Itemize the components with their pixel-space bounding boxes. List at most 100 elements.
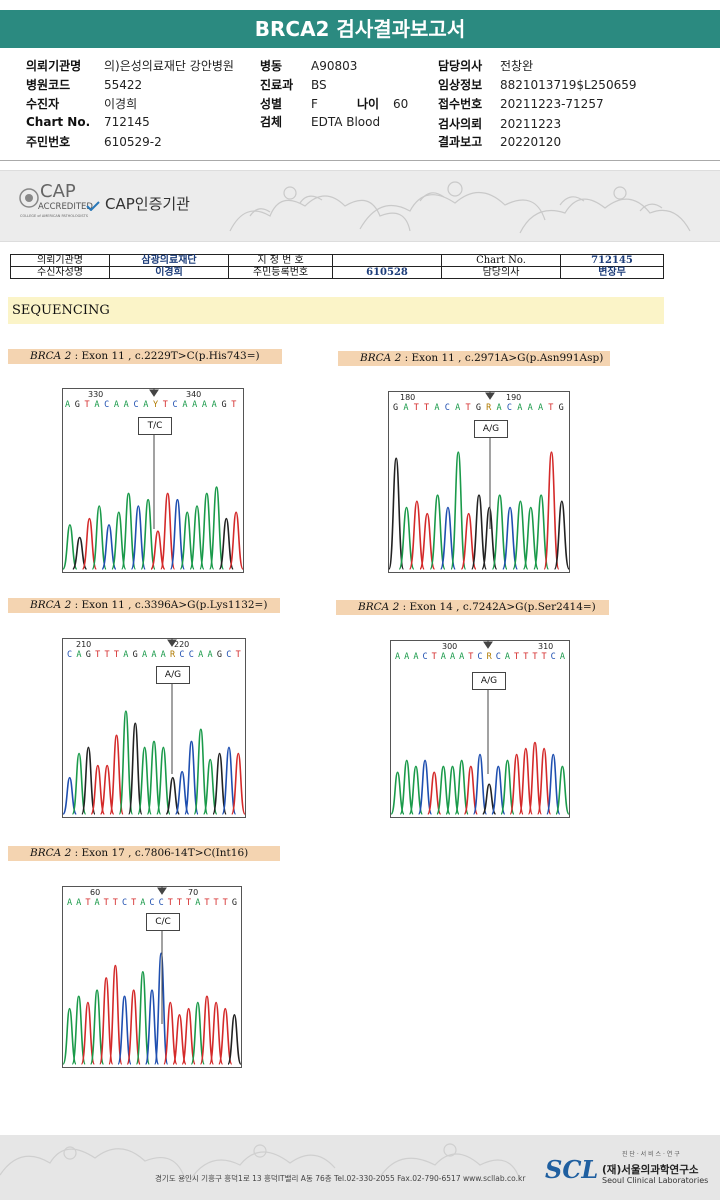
variant-desc: : Exon 14 , c.7242A>G(p.Ser2414=) bbox=[399, 601, 596, 613]
base-letter: G bbox=[221, 400, 228, 410]
doctor-value: 전창완 bbox=[500, 59, 534, 73]
trace-peak bbox=[212, 752, 227, 815]
hospital-code-value: 55422 bbox=[104, 78, 143, 92]
trace-plot bbox=[62, 886, 242, 1068]
request-date-value: 20211223 bbox=[500, 117, 562, 131]
base-letter: C bbox=[172, 400, 179, 410]
base-letter: T bbox=[431, 652, 438, 662]
report-date-value: 20220120 bbox=[500, 135, 562, 149]
base-letter: A bbox=[440, 652, 447, 662]
trace-peak bbox=[80, 1001, 96, 1065]
trace-peak bbox=[533, 494, 550, 570]
trace-peak bbox=[518, 747, 533, 815]
trace-peak bbox=[221, 746, 237, 815]
trace-peak bbox=[184, 740, 199, 815]
trace-peak bbox=[90, 764, 106, 815]
trace-peak bbox=[199, 995, 215, 1065]
chromatogram-frame bbox=[388, 391, 570, 573]
trace-peak bbox=[398, 506, 415, 570]
sex-label: 성별 bbox=[260, 97, 283, 111]
table-row: 수신자성명 이경희 주민등록번호 610528 담당의사 변장무 bbox=[10, 266, 664, 279]
scl-logo: SCL bbox=[545, 1155, 599, 1184]
variant-desc: : Exon 11 , c.3396A>G(p.Lys1132=) bbox=[71, 599, 268, 611]
trace-peak bbox=[399, 759, 414, 815]
call-box: A/G bbox=[156, 666, 190, 684]
base-letter: C bbox=[133, 400, 140, 410]
table-cell bbox=[332, 254, 442, 267]
trace-peak bbox=[174, 770, 190, 815]
base-letter: G bbox=[231, 898, 238, 908]
base-letter: C bbox=[149, 898, 156, 908]
trace-plot bbox=[390, 640, 570, 818]
cap-main: CAP bbox=[40, 181, 76, 202]
clinical-info-value: 8821013719$L250659 bbox=[500, 78, 637, 92]
trace-peak bbox=[111, 511, 127, 570]
resident-no-value: 610529-2 bbox=[104, 135, 162, 149]
ruler-start: 180 bbox=[400, 393, 416, 402]
hospital-code-label: 병원코드 bbox=[26, 78, 71, 92]
trace-peak bbox=[436, 765, 451, 815]
trace-peak bbox=[408, 500, 425, 570]
trace-peak bbox=[502, 506, 519, 570]
base-letter: A bbox=[141, 650, 148, 660]
base-letter: C bbox=[104, 400, 110, 410]
trace-peak bbox=[481, 783, 497, 815]
trace-peak bbox=[108, 964, 123, 1065]
gene-name: BRCA 2 bbox=[358, 601, 400, 613]
trace-peak bbox=[137, 746, 152, 815]
base-letter: C bbox=[444, 403, 451, 413]
trace-peak bbox=[408, 765, 424, 815]
department-label: 진료과 bbox=[260, 78, 294, 92]
section-title: SEQUENCING bbox=[8, 297, 664, 324]
trace-peak bbox=[427, 771, 442, 815]
trace-peak bbox=[527, 741, 543, 815]
trace-peak bbox=[153, 952, 169, 1065]
sex-value: F bbox=[311, 97, 318, 111]
table-cell: 712145 bbox=[560, 254, 664, 267]
trace-peak bbox=[481, 506, 498, 570]
base-letter: A bbox=[151, 650, 157, 660]
base-letter: C bbox=[179, 650, 186, 660]
report-title: BRCA2 검사결과보고서 bbox=[0, 10, 720, 48]
base-letter: A bbox=[449, 652, 456, 662]
chromatogram-frame bbox=[62, 388, 244, 573]
ruler-end: 220 bbox=[174, 640, 190, 649]
base-letter: G bbox=[132, 650, 139, 660]
trace-peak bbox=[218, 517, 234, 570]
patient-info: 의뢰기관명 의)은성의료재단 강안병원 병원코드 55422 수진자 이경희 Char… bbox=[0, 54, 720, 154]
variant-label: BRCA 2 : Exon 11 , c.3396A>G(p.Lys1132=) bbox=[8, 598, 280, 613]
base-letter: A bbox=[94, 400, 100, 410]
base-letter: C bbox=[550, 652, 557, 662]
trace-peak bbox=[543, 451, 560, 570]
report-date-label: 결과보고 bbox=[438, 135, 483, 149]
base-letter: A bbox=[404, 652, 410, 662]
cap-logo: CAP ACCREDITED COLLEGE of AMERICAN PATHO… bbox=[18, 181, 100, 225]
base-letter: A bbox=[413, 652, 419, 662]
base-letter: C bbox=[422, 652, 429, 662]
trace-peak bbox=[71, 995, 86, 1065]
base-letter: A bbox=[67, 898, 73, 908]
base-letter: A bbox=[65, 400, 71, 410]
base-letter: A bbox=[94, 898, 101, 908]
base-letter: A bbox=[527, 403, 534, 413]
trace-peak bbox=[72, 536, 88, 570]
footer-pattern bbox=[0, 1143, 521, 1181]
patient-name-value: 이경희 bbox=[104, 97, 138, 111]
ward-value: A90803 bbox=[311, 59, 358, 73]
trace-peak bbox=[509, 753, 524, 815]
patient-name-label: 수진자 bbox=[26, 97, 60, 111]
trace-peak bbox=[463, 765, 479, 815]
header-divider bbox=[0, 160, 720, 161]
trace-peak bbox=[130, 505, 146, 570]
trace-peak bbox=[163, 1001, 178, 1065]
trace-peak bbox=[512, 500, 529, 570]
trace-peak bbox=[169, 498, 186, 570]
base-letter: T bbox=[514, 652, 520, 662]
base-letter: T bbox=[104, 650, 111, 660]
ruler-start: 330 bbox=[88, 390, 104, 399]
trace-peak bbox=[522, 506, 539, 570]
base-letter: T bbox=[424, 403, 430, 413]
base-letter: A bbox=[211, 400, 218, 410]
cap-small: COLLEGE of AMERICAN PATHOLOGISTS bbox=[20, 214, 88, 218]
base-letter: A bbox=[395, 652, 401, 662]
